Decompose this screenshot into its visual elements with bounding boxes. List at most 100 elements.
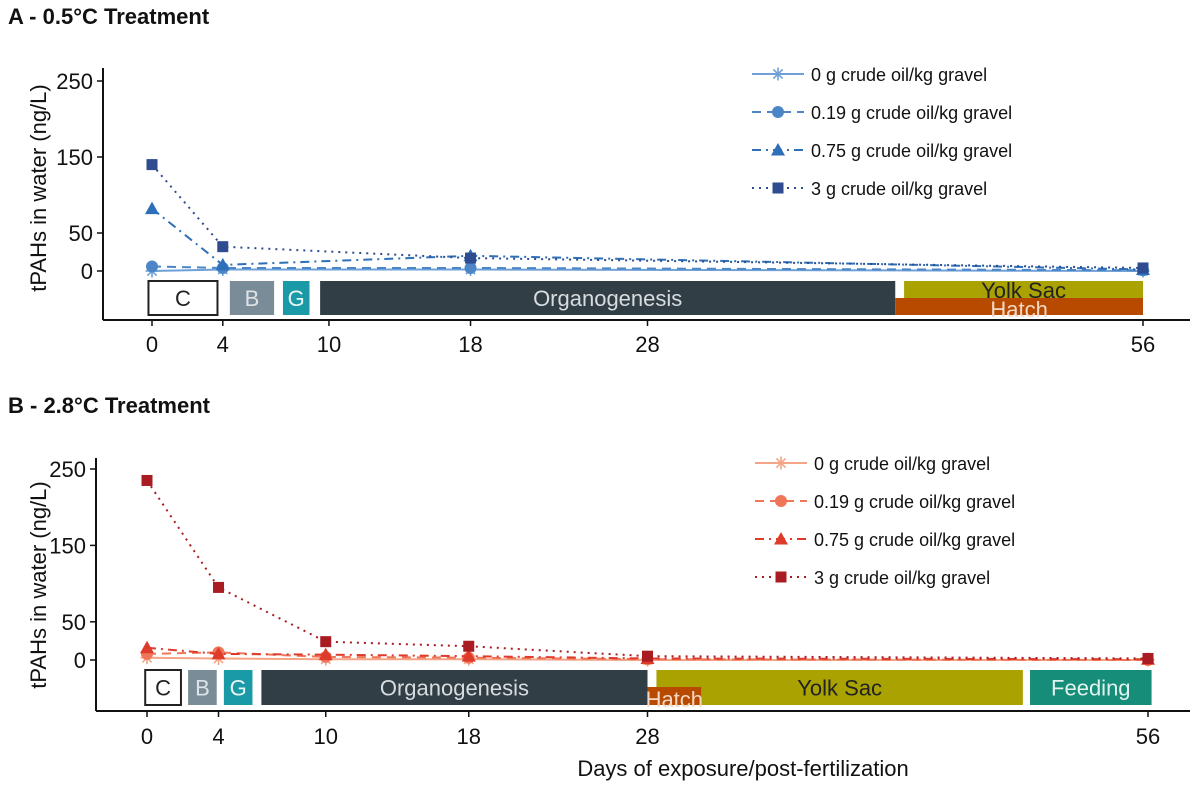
x-tick-label: 0 — [141, 724, 153, 749]
legend-label: 0 g crude oil/kg gravel — [814, 454, 990, 474]
data-point — [211, 646, 226, 660]
x-tick-label: 4 — [217, 332, 229, 357]
data-point — [1142, 652, 1154, 664]
legend-marker — [771, 143, 785, 156]
stage-label: Organogenesis — [533, 286, 682, 311]
series-line — [146, 656, 1148, 661]
x-tick-label: 28 — [635, 724, 659, 749]
data-point — [642, 650, 653, 662]
x-tick-label: 10 — [317, 332, 341, 357]
legend-marker — [774, 532, 788, 545]
data-point — [145, 201, 159, 215]
legend-marker — [775, 495, 787, 507]
stage-bar — [1030, 670, 1152, 705]
stage-label: B — [245, 286, 260, 311]
data-point — [140, 640, 154, 654]
x-tick-label: 56 — [1131, 332, 1155, 357]
data-point — [146, 260, 158, 273]
stage-label: G — [288, 286, 305, 311]
stage-bar — [147, 280, 219, 316]
legend-marker — [774, 456, 788, 470]
stage-bars: C B G Organogenesis Yolk Sac Hatch Feeding — [144, 669, 1152, 712]
data-point — [213, 581, 224, 593]
y-tick-label: 50 — [62, 610, 86, 635]
data-point — [217, 241, 229, 253]
series-line — [151, 268, 1144, 272]
stage-label: Hatch — [990, 297, 1047, 322]
legend-label: 0.75 g crude oil/kg gravel — [811, 141, 1012, 161]
y-tick-label: 250 — [49, 457, 86, 482]
stage-label: G — [230, 676, 247, 701]
data-point — [320, 636, 332, 648]
y-tick-label: 0 — [74, 648, 86, 673]
series-line — [151, 265, 1144, 272]
stage-label: Organogenesis — [380, 676, 529, 701]
stage-bar — [282, 281, 310, 315]
legend-label: 0.75 g crude oil/kg gravel — [814, 530, 1015, 550]
legend-label: 0.19 g crude oil/kg gravel — [811, 103, 1012, 123]
stage-bar — [188, 670, 217, 705]
series-3 — [146, 159, 1149, 274]
stage-bar — [895, 298, 1143, 315]
y-tick-label: 0 — [81, 259, 93, 284]
x-tick-label: 28 — [635, 332, 659, 357]
legend-label: 0 g crude oil/kg gravel — [811, 65, 987, 85]
y-tick-label: 150 — [56, 145, 93, 170]
data-point — [1137, 262, 1149, 274]
data-point — [461, 649, 476, 662]
stage-label: Feeding — [1051, 676, 1131, 701]
chart-title: A - 0.5°C Treatment — [8, 4, 210, 29]
data-point — [215, 257, 230, 271]
stage-label: Yolk Sac — [797, 676, 882, 701]
data-point — [146, 159, 158, 171]
data-point — [318, 647, 333, 661]
stage-label: Hatch — [646, 687, 703, 712]
series-2 — [145, 201, 1150, 275]
legend: 0 g crude oil/kg gravel 0.19 g crude oil/… — [755, 454, 1015, 588]
chart-title: B - 2.8°C Treatment — [8, 393, 211, 418]
legend: 0 g crude oil/kg gravel 0.19 g crude oil/… — [752, 65, 1012, 199]
legend-marker — [772, 182, 784, 194]
chart-panel-a: A - 0.5°C Treatment 0 50 150 250 0 4 10 18 28 56 tP… — [8, 4, 1190, 357]
data-point — [465, 252, 477, 264]
stage-bar — [904, 281, 1143, 298]
series-3 — [141, 474, 1154, 664]
legend-label: 3 g crude oil/kg gravel — [811, 179, 987, 199]
legend-marker — [775, 571, 787, 583]
data-point — [464, 261, 477, 274]
legend-marker — [772, 106, 784, 118]
stage-label: C — [155, 676, 171, 701]
legend-marker — [771, 67, 785, 81]
data-point — [463, 640, 475, 652]
x-tick-label: 18 — [457, 724, 481, 749]
stage-bar — [229, 281, 275, 315]
x-axis-label: Days of exposure/post-fertilization — [577, 756, 908, 781]
stage-label: B — [195, 676, 210, 701]
legend-label: 3 g crude oil/kg gravel — [814, 568, 990, 588]
series-line — [151, 163, 1144, 269]
chart-panel-b: B - 2.8°C Treatment 0 50 150 250 0 4 10 18 28 56 tP… — [8, 393, 1190, 781]
series-1 — [146, 260, 1149, 277]
stage-bar — [144, 669, 182, 706]
y-tick-label: 150 — [49, 533, 86, 558]
x-tick-label: 18 — [458, 332, 482, 357]
y-axis-label: tPAHs in water (ng/L) — [26, 481, 51, 688]
y-tick-label: 50 — [69, 221, 93, 246]
stage-label: C — [175, 286, 191, 311]
stage-bar — [647, 687, 702, 705]
stage-bar — [656, 670, 1023, 705]
y-axis-label: tPAHs in water (ng/L) — [26, 84, 51, 291]
stage-bar — [223, 670, 253, 705]
stage-bar — [261, 670, 648, 705]
legend-label: 0.19 g crude oil/kg gravel — [814, 492, 1015, 512]
x-tick-label: 10 — [314, 724, 338, 749]
x-tick-label: 56 — [1136, 724, 1160, 749]
series-line — [151, 207, 1144, 271]
y-tick-label: 250 — [56, 69, 93, 94]
x-tick-label: 4 — [212, 724, 224, 749]
x-tick-label: 0 — [146, 332, 158, 357]
data-point — [141, 474, 153, 486]
